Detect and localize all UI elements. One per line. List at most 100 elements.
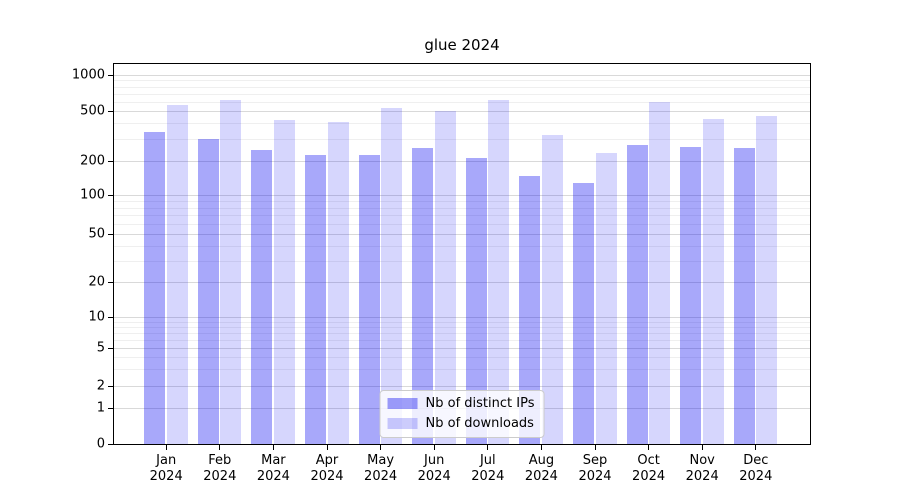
y-tick-label: 500 [80,103,105,119]
bar-downloads-feb [220,100,242,444]
bar-downloads-nov [702,118,724,444]
bar-distinct-ips-nov [680,146,702,444]
x-tick-mark [594,445,596,450]
bar-downloads-sep [595,153,617,444]
y-gridline-minor [114,80,810,82]
y-tick-label: 2 [96,378,105,394]
bar-distinct-ips-apr [305,154,326,444]
bar-distinct-ips-aug [519,176,541,444]
bar-distinct-ips-feb [197,138,219,444]
y-tick-mark [108,74,113,76]
y-tick-label: 100 [80,187,105,203]
y-tick-mark [108,316,113,318]
bar-downloads-jan [166,105,188,444]
bar-distinct-ips-sep [573,183,594,444]
x-tick-label-apr: Apr 2024 [310,453,344,484]
y-gridline-minor [114,245,810,247]
bar-downloads-jul [488,100,510,444]
legend: Nb of distinct IPs Nb of downloads [379,390,545,438]
legend-label-downloads: Nb of downloads [425,416,534,431]
legend-item-distinct-ips: Nb of distinct IPs [387,396,535,411]
y-tick-label: 50 [88,226,105,242]
x-tick-label-mar: Mar 2024 [256,453,290,484]
plot-area: Nb of distinct IPs Nb of downloads [113,63,811,445]
x-tick-mark [540,445,542,450]
x-tick-mark [326,445,328,450]
y-gridline-minor [114,200,810,202]
bar-distinct-ips-jan [144,132,166,444]
x-tick-mark [755,445,757,450]
x-tick-label-may: May 2024 [364,453,398,484]
bar-downloads-dec [756,115,778,444]
x-tick-label-jul: Jul 2024 [471,453,505,484]
y-gridline-minor [114,321,810,323]
y-tick-label: 20 [88,274,105,290]
bar-downloads-oct [649,102,671,444]
y-gridline-minor [114,138,810,140]
x-tick-label-oct: Oct 2024 [632,453,666,484]
bar-distinct-ips-jul [465,158,487,444]
y-gridline-major [114,317,810,318]
y-tick-label: 200 [80,153,105,169]
x-tick-label-feb: Feb 2024 [203,453,237,484]
y-gridline-minor [114,101,810,103]
y-gridline-major [114,234,810,235]
y-gridline-minor [114,86,810,88]
y-gridline-minor [114,260,810,262]
y-tick-mark [108,110,113,112]
y-tick-mark [108,160,113,162]
y-gridline-major [114,111,810,112]
y-tick-label: 10 [88,309,105,325]
legend-swatch-downloads [387,418,418,429]
legend-item-downloads: Nb of downloads [387,416,535,431]
y-tick-label: 1 [96,400,105,416]
y-tick-mark [108,194,113,196]
y-tick-mark [108,443,113,445]
bar-downloads-jun [434,111,456,444]
x-tick-mark [219,445,221,450]
x-tick-mark [165,445,167,450]
y-tick-label: 0 [96,436,105,452]
y-gridline-minor [114,123,810,125]
y-gridline-major [114,282,810,283]
x-tick-mark [487,445,489,450]
x-tick-label-aug: Aug 2024 [524,453,558,484]
bar-downloads-may [381,107,403,444]
chart-title: glue 2024 [424,36,500,54]
y-tick-label: 5 [96,340,105,356]
x-tick-label-dec: Dec 2024 [739,453,773,484]
bar-downloads-apr [327,121,349,444]
bar-downloads-mar [273,119,295,444]
y-gridline-minor [114,357,810,359]
y-tick-mark [108,407,113,409]
x-tick-mark [380,445,382,450]
y-gridline-major [114,348,810,349]
y-gridline-minor [114,223,810,225]
legend-swatch-distinct-ips [387,398,418,409]
x-tick-label-jan: Jan 2024 [149,453,183,484]
y-gridline-major [114,386,810,387]
y-gridline-minor [114,332,810,334]
legend-label-distinct-ips: Nb of distinct IPs [425,396,535,411]
y-gridline-minor [114,93,810,95]
x-tick-label-sep: Sep 2024 [578,453,612,484]
bar-distinct-ips-dec [733,148,755,444]
bar-distinct-ips-mar [251,149,273,444]
y-gridline-minor [114,339,810,341]
bar-distinct-ips-jun [412,148,434,444]
y-tick-label: 1000 [71,67,105,83]
y-gridline-major [114,161,810,162]
y-gridline-minor [114,207,810,209]
y-tick-mark [108,281,113,283]
x-tick-mark [433,445,435,450]
y-gridline-major [114,195,810,196]
x-tick-label-jun: Jun 2024 [417,453,451,484]
x-tick-mark [272,445,274,450]
y-tick-mark [108,233,113,235]
y-gridline-minor [114,215,810,217]
y-gridline-major [114,75,810,76]
x-tick-label-nov: Nov 2024 [685,453,719,484]
bar-distinct-ips-oct [626,145,648,444]
bar-distinct-ips-may [358,155,380,444]
